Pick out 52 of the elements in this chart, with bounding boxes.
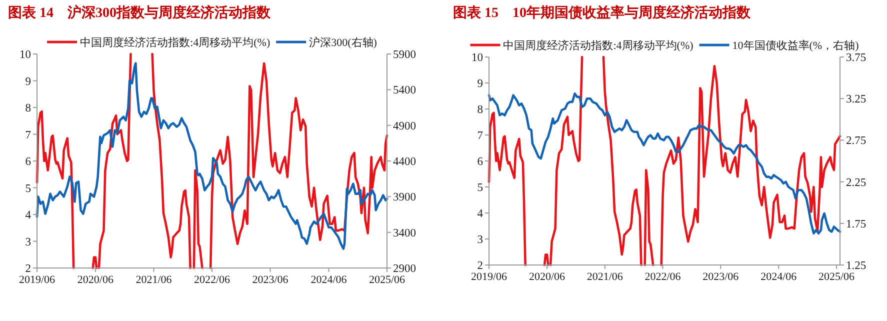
y-tick-label: 10 [472,52,484,64]
y-tick-label: 4 [477,208,484,220]
y2-tick-label: 1.75 [846,218,866,230]
x-tick-label: 2024/06 [310,274,348,286]
x-tick-label: 2025/06 [818,271,856,283]
y-tick-label: 7 [25,129,32,142]
y2-tick-label: 3400 [393,227,416,240]
y-tick-label: 9 [25,76,32,88]
y-tick-label: 2 [477,260,484,272]
y-tick-label: 3 [25,236,32,248]
legend-label: 中国周度经济活动指数:4周移动平均(%) [503,39,694,52]
y-tick-label: 8 [477,104,484,116]
y-tick-label: 9 [477,78,484,90]
x-tick-label: 2022/06 [194,274,231,286]
y2-tick-label: 2.25 [846,176,866,189]
y-tick-label: 6 [477,156,484,168]
y2-tick-label: 5900 [393,49,416,61]
x-tick-label: 2020/06 [77,274,114,286]
y2-tick-label: 3.25 [846,94,866,106]
y2-tick-label: 4400 [393,156,416,168]
x-tick-label: 2023/06 [702,271,740,283]
y-tick-label: 6 [25,156,32,168]
line-series [488,92,842,235]
x-tick-label: 2023/06 [252,274,289,286]
y2-tick-label: 1.25 [846,260,866,272]
y2-tick-label: 3900 [393,192,416,204]
legend-label: 中国周度经济活动指数:4周移动平均(%) [80,36,270,49]
x-tick-label: 2022/06 [644,271,682,283]
x-tick-label: 2024/06 [760,271,798,283]
y-tick-label: 2 [25,263,32,275]
y2-tick-label: 5400 [393,84,416,97]
x-tick-label: 2020/06 [528,271,566,283]
y-tick-label: 4 [25,210,32,222]
chart-title: 图表 14 沪深300指数与周度经济活动指数 [8,4,272,21]
x-tick-label: 2025/06 [368,274,406,286]
y2-tick-label: 3.75 [846,52,866,64]
y2-tick-label: 2900 [393,263,416,275]
y-tick-label: 3 [477,234,484,246]
chart-title: 图表 15 10年期国债收益率与周度经济活动指数 [453,4,752,21]
legend-label: 沪深300(右轴) [309,36,378,49]
x-tick-label: 2019/06 [18,274,56,286]
x-tick-label: 2021/06 [586,271,624,283]
y-tick-label: 8 [25,102,32,114]
x-tick-label: 2021/06 [136,274,172,286]
legend-label: 10年国债收益率(%，右轴) [732,39,860,52]
y-tick-label: 7 [477,130,484,142]
y-tick-label: 5 [477,182,484,194]
y2-tick-label: 2.75 [846,135,866,148]
y-tick-label: 10 [20,49,32,61]
y-tick-label: 5 [25,182,32,195]
y2-tick-label: 4900 [393,120,416,132]
x-tick-label: 2019/06 [470,271,508,283]
